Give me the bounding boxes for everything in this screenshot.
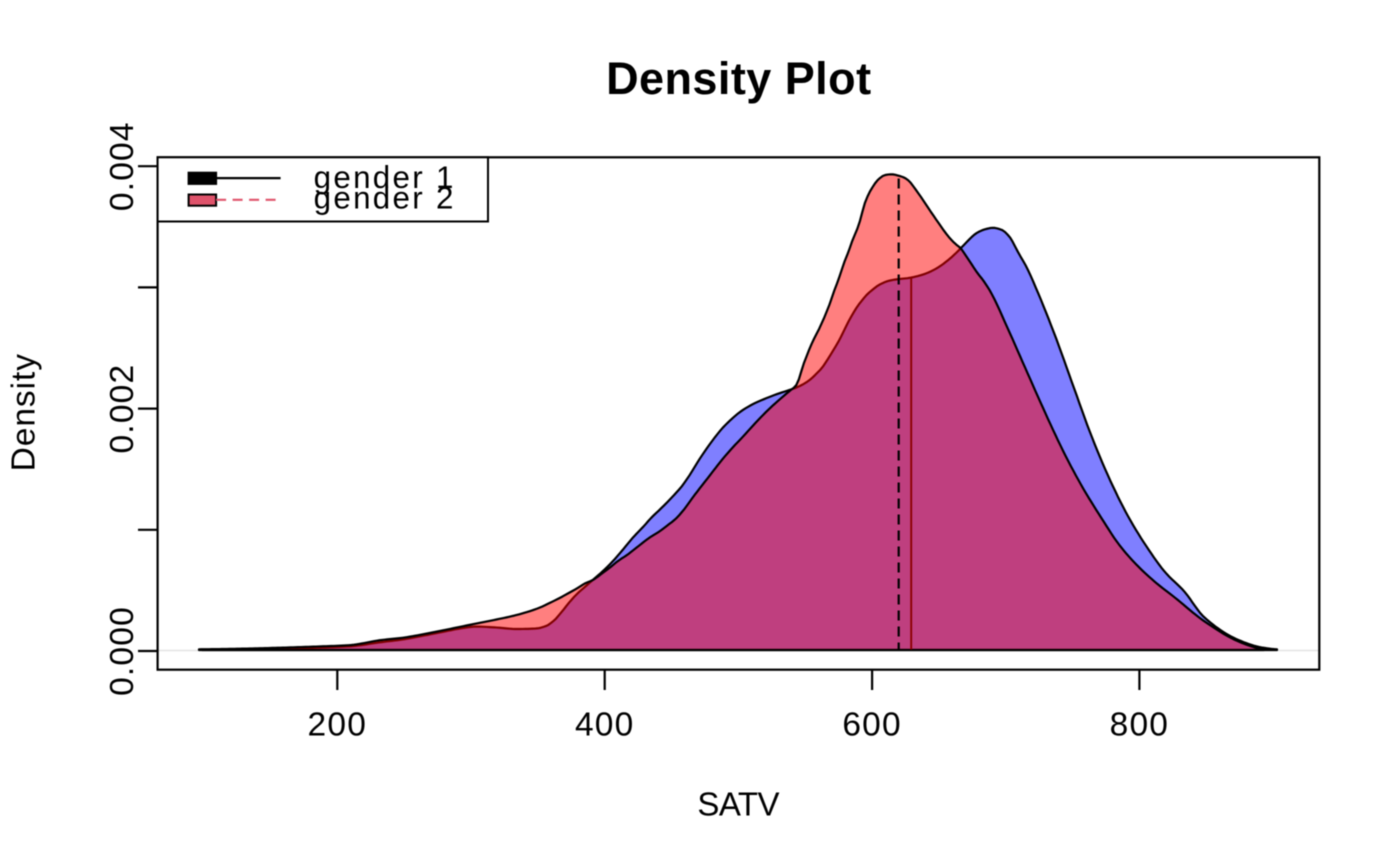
svg-text:0.002: 0.002 — [104, 364, 141, 454]
svg-text:400: 400 — [575, 707, 635, 744]
svg-text:200: 200 — [308, 707, 368, 744]
svg-text:gender 2: gender 2 — [314, 181, 456, 216]
svg-text:800: 800 — [1110, 707, 1170, 744]
svg-text:Density Plot: Density Plot — [606, 53, 871, 104]
svg-text:SATV: SATV — [697, 786, 779, 823]
svg-text:Density: Density — [6, 353, 43, 471]
svg-text:0.004: 0.004 — [104, 121, 141, 211]
svg-text:0.000: 0.000 — [104, 606, 141, 696]
svg-text:600: 600 — [842, 707, 902, 744]
svg-text:gender 1: gender 1 — [314, 160, 456, 195]
